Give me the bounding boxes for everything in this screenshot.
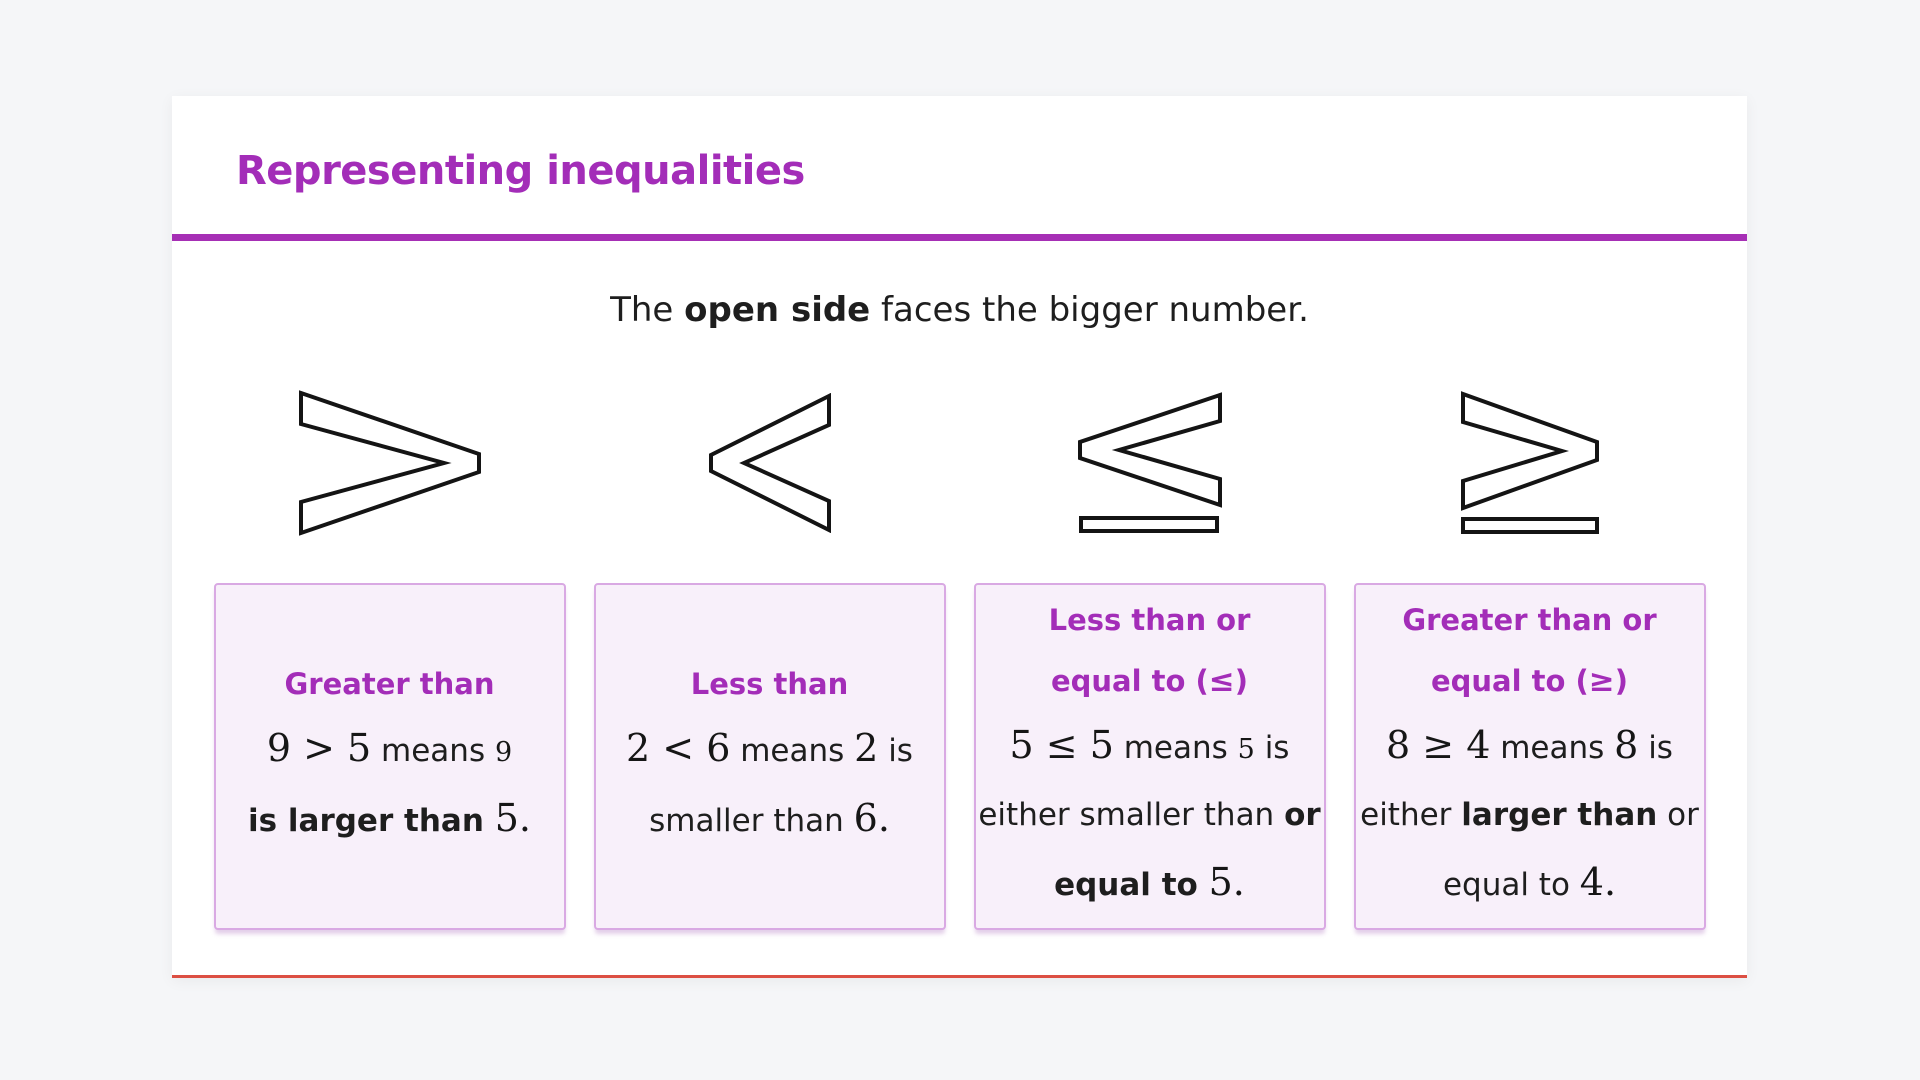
less-than-symbol bbox=[708, 393, 831, 533]
card-header: Representing inequalities bbox=[172, 96, 1747, 234]
text-segment: or bbox=[1657, 797, 1699, 833]
small-math-segment: 9 bbox=[494, 737, 513, 768]
definition-card-1: Greater than 9 > 5 means 9 is larger than … bbox=[213, 583, 566, 930]
card-body-line: either larger than or bbox=[1360, 784, 1699, 851]
math-segment: 5. bbox=[1208, 860, 1245, 904]
inequality-column-4: Greater than or equal to (≥) 8 ≥ 4 means 8… bbox=[1353, 387, 1706, 930]
card-title-segment: equal to ( bbox=[1430, 664, 1589, 698]
math-segment: 4. bbox=[1579, 860, 1617, 904]
greater-than-symbol-wrap bbox=[298, 387, 482, 539]
card-body-line: either smaller than or bbox=[978, 784, 1320, 851]
math-segment: 2 < 6 bbox=[626, 726, 731, 770]
text-segment: means bbox=[730, 733, 855, 769]
card-title-segment: equal to ( bbox=[1050, 664, 1209, 698]
math-segment: 6. bbox=[853, 796, 890, 840]
card-body-line: equal to 5. bbox=[1054, 851, 1245, 921]
bold-text-segment: open side bbox=[684, 290, 871, 330]
math-segment: 8 ≥ 4 bbox=[1386, 723, 1491, 767]
columns-grid: Greater than 9 > 5 means 9 is larger than … bbox=[172, 387, 1747, 930]
greater-than-symbol bbox=[298, 390, 481, 536]
less-than-or-equal-symbol-wrap bbox=[1077, 387, 1223, 539]
text-segment: either smaller than bbox=[978, 797, 1285, 833]
definition-card-3: Less than or equal to (≤) 5 ≤ 5 means 5 is… bbox=[973, 583, 1326, 930]
greater-than-or-equal-symbol bbox=[1460, 391, 1599, 534]
card-title-segment: ) bbox=[1614, 664, 1629, 698]
card-title-line: Greater than bbox=[285, 656, 495, 717]
text-segment: means bbox=[1113, 730, 1238, 766]
math-segment: 9 > 5 bbox=[266, 726, 372, 770]
inequality-column-2: Less than 2 < 6 means 2 is smaller than 6. bbox=[593, 387, 946, 930]
text-segment: means bbox=[1490, 730, 1615, 766]
lesson-card: Representing inequalities The open side … bbox=[172, 96, 1747, 978]
card-title-line: Less than or bbox=[1049, 592, 1251, 653]
less-than-or-equal-symbol bbox=[1077, 392, 1222, 533]
card-body-line: 8 ≥ 4 means 8 is bbox=[1386, 714, 1673, 784]
card-title-segment: Greater than bbox=[284, 667, 495, 701]
math-segment: 2 bbox=[854, 726, 879, 770]
text-segment: smaller than bbox=[649, 803, 854, 839]
definition-card-2: Less than 2 < 6 means 2 is smaller than 6. bbox=[593, 583, 946, 930]
card-body-line: 5 ≤ 5 means 5 is bbox=[1010, 714, 1290, 784]
card-title-line: Greater than or bbox=[1402, 592, 1656, 653]
text-segment: The bbox=[610, 290, 685, 330]
bold-text-segment: or bbox=[1284, 797, 1321, 833]
text-segment: means bbox=[371, 733, 495, 769]
definition-card-4: Greater than or equal to (≥) 8 ≥ 4 means 8… bbox=[1353, 583, 1706, 930]
card-body-line: equal to 4. bbox=[1443, 851, 1616, 921]
inequality-column-1: Greater than 9 > 5 means 9 is larger than … bbox=[213, 387, 566, 930]
page-title: Representing inequalities bbox=[236, 148, 805, 194]
text-segment: faces the bigger number. bbox=[870, 290, 1309, 330]
math-segment: 5. bbox=[494, 796, 531, 840]
card-body-line: 9 > 5 means 9 bbox=[267, 717, 512, 787]
intro-line: The open side faces the bigger number. bbox=[172, 287, 1747, 333]
small-math-segment: 5 bbox=[1237, 734, 1255, 765]
card-title-line: Less than bbox=[691, 656, 849, 717]
text-segment: equal to bbox=[1442, 867, 1580, 903]
math-segment: 5 ≤ 5 bbox=[1009, 723, 1114, 767]
card-title-line: equal to (≤) bbox=[1051, 653, 1248, 714]
text-segment: is bbox=[878, 733, 913, 769]
less-than-symbol-wrap bbox=[708, 387, 832, 539]
title-divider-line bbox=[172, 234, 1747, 241]
title-math-segment: ≤ bbox=[1208, 663, 1235, 699]
text-segment: either bbox=[1360, 797, 1462, 833]
title-math-segment: ≥ bbox=[1588, 663, 1615, 699]
card-body-line: 2 < 6 means 2 is bbox=[626, 717, 913, 787]
card-title-line: equal to (≥) bbox=[1431, 653, 1628, 714]
bold-text-segment: is larger than bbox=[248, 803, 495, 839]
text-segment: is bbox=[1638, 730, 1673, 766]
inequality-column-3: Less than or equal to (≤) 5 ≤ 5 means 5 is… bbox=[973, 387, 1326, 930]
card-body-line: smaller than 6. bbox=[649, 787, 890, 857]
card-title-segment: Less than bbox=[690, 667, 849, 701]
card-title-segment: Greater than or bbox=[1402, 603, 1657, 637]
text-segment: is bbox=[1254, 730, 1290, 766]
card-body-line: is larger than 5. bbox=[248, 787, 531, 857]
math-segment: 8 bbox=[1614, 723, 1639, 767]
card-title-segment: ) bbox=[1234, 664, 1249, 698]
bold-text-segment: larger than bbox=[1461, 797, 1658, 833]
greater-than-or-equal-symbol-wrap bbox=[1460, 387, 1600, 539]
card-title-segment: Less than or bbox=[1048, 603, 1251, 637]
bold-text-segment: equal to bbox=[1054, 867, 1209, 903]
